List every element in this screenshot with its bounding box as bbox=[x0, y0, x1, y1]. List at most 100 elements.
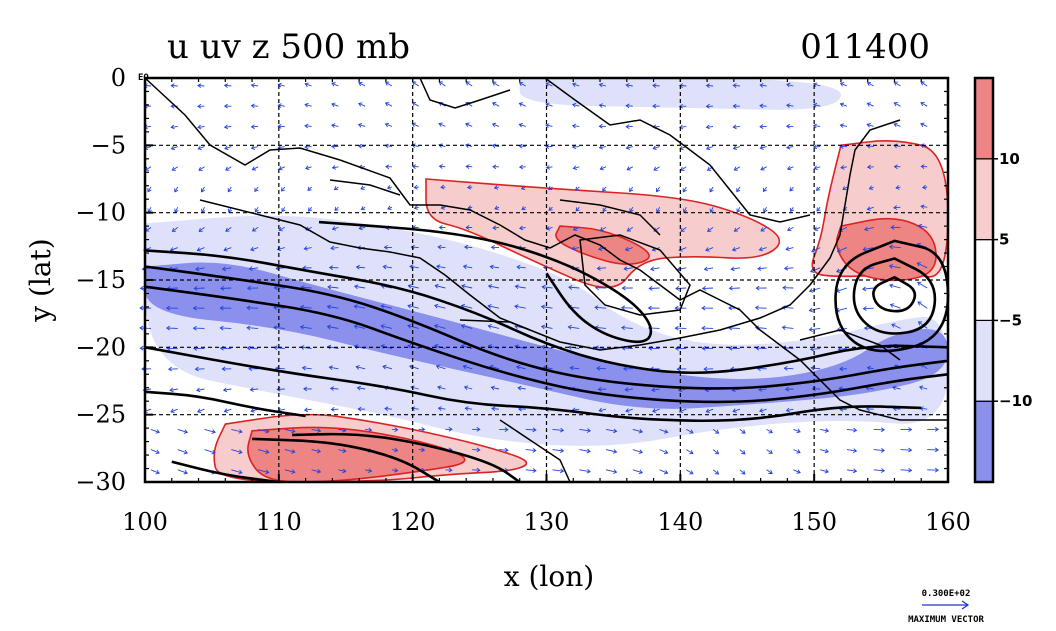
wind-vector bbox=[464, 386, 473, 390]
wind-vector-head bbox=[572, 226, 578, 231]
wind-vector-head bbox=[732, 103, 737, 109]
wind-vector bbox=[893, 206, 901, 209]
wind-vector-head bbox=[542, 265, 548, 270]
wind-vector bbox=[492, 144, 500, 148]
wind-vector-head bbox=[356, 385, 361, 391]
wind-vector-head bbox=[840, 164, 845, 170]
colorbar-tick-labels: −10 −5 5 10 bbox=[999, 150, 1032, 410]
y-tick-label: −10 bbox=[75, 199, 126, 227]
wind-vector bbox=[757, 267, 767, 270]
wind-vector-head bbox=[489, 264, 494, 270]
wind-vector-head bbox=[625, 145, 630, 150]
wind-vector-head bbox=[895, 185, 900, 190]
y-tick-label: −30 bbox=[75, 468, 126, 496]
wind-vector-head bbox=[448, 467, 453, 473]
wind-vector bbox=[893, 123, 901, 127]
wind-vector-head bbox=[790, 207, 795, 213]
wind-vector-head bbox=[812, 144, 818, 150]
wind-vectors bbox=[139, 81, 940, 475]
wind-vector-head bbox=[516, 364, 521, 370]
wind-vector bbox=[465, 102, 473, 107]
wind-vector-head bbox=[864, 226, 869, 232]
wind-vector bbox=[809, 327, 821, 331]
wind-vector-head bbox=[786, 82, 791, 88]
wind-vector-head bbox=[434, 303, 439, 309]
wind-vector-head bbox=[594, 305, 599, 310]
wind-vector bbox=[331, 82, 339, 87]
wind-vector-head bbox=[518, 102, 524, 107]
wind-vector bbox=[626, 105, 633, 107]
wind-vector-head bbox=[541, 284, 546, 290]
wind-vector bbox=[572, 125, 580, 127]
region-strong_positive_east bbox=[835, 217, 937, 282]
y-tick-label: −15 bbox=[75, 266, 126, 294]
wind-vector-head bbox=[155, 449, 160, 455]
wind-vector-head bbox=[504, 427, 509, 432]
wind-vector bbox=[252, 166, 259, 171]
wind-vector bbox=[625, 247, 633, 251]
wind-vector bbox=[305, 166, 312, 170]
wind-vector bbox=[195, 267, 205, 270]
wind-vector bbox=[686, 469, 694, 475]
wind-vector-head bbox=[598, 246, 603, 252]
wind-vector bbox=[224, 84, 232, 87]
wind-vector-head bbox=[514, 284, 519, 290]
wind-vector-head bbox=[586, 448, 591, 454]
wind-vector-head bbox=[438, 122, 443, 127]
wind-vector bbox=[650, 267, 660, 270]
wind-vector bbox=[438, 407, 446, 410]
wind-vector-head bbox=[598, 82, 604, 88]
wind-vector bbox=[278, 104, 285, 107]
wind-vector-head bbox=[273, 325, 278, 330]
wind-vector bbox=[354, 305, 366, 309]
wind-vector-head bbox=[250, 103, 255, 109]
wind-vector-head bbox=[394, 467, 399, 473]
wind-vector bbox=[733, 146, 741, 150]
wind-vector bbox=[472, 469, 480, 471]
wind-vector bbox=[301, 286, 312, 289]
wind-vector-head bbox=[808, 307, 813, 313]
wind-vector-head bbox=[638, 469, 643, 475]
wind-vector-head bbox=[754, 325, 760, 331]
wind-vector bbox=[198, 227, 205, 232]
wind-vector bbox=[463, 365, 473, 370]
wind-vector bbox=[733, 84, 740, 87]
wind-vector-head bbox=[917, 281, 922, 286]
wind-vector bbox=[763, 186, 767, 192]
wind-vector-head bbox=[532, 468, 537, 473]
wind-vector bbox=[571, 247, 580, 250]
wind-vector bbox=[358, 82, 366, 87]
wind-vector bbox=[920, 123, 928, 127]
wind-vector bbox=[439, 165, 446, 168]
wind-vector bbox=[572, 408, 580, 411]
wind-vector-head bbox=[730, 266, 735, 272]
wind-vector bbox=[491, 386, 500, 390]
wind-vector-head bbox=[880, 468, 885, 473]
wind-vector bbox=[605, 449, 617, 453]
wind-vector-head bbox=[626, 166, 631, 171]
wind-vector-head bbox=[908, 447, 913, 453]
wind-vector-head bbox=[652, 145, 657, 151]
wind-vector bbox=[255, 206, 259, 213]
wind-vector bbox=[412, 123, 419, 127]
wind-vector-head bbox=[599, 165, 604, 171]
wind-vector-head bbox=[785, 103, 791, 108]
wind-vector bbox=[793, 469, 801, 474]
wind-vector-head bbox=[380, 324, 385, 329]
wind-vector-head bbox=[682, 188, 687, 193]
wind-vector-head bbox=[836, 268, 841, 273]
wind-vector-head bbox=[783, 366, 788, 371]
wind-vector bbox=[889, 246, 901, 249]
wind-vector-head bbox=[709, 188, 714, 193]
wind-vector bbox=[866, 387, 874, 390]
wind-vector-head bbox=[689, 470, 694, 475]
wind-vector-head bbox=[652, 408, 657, 413]
wind-vector bbox=[519, 82, 526, 87]
wind-vector bbox=[917, 262, 928, 269]
wind-vector-head bbox=[407, 303, 412, 309]
wind-vector-head bbox=[808, 288, 814, 293]
wind-vector-head bbox=[594, 285, 599, 291]
wind-vector-head bbox=[461, 283, 466, 289]
wind-vector-head bbox=[139, 345, 144, 351]
wind-vector bbox=[810, 348, 821, 350]
